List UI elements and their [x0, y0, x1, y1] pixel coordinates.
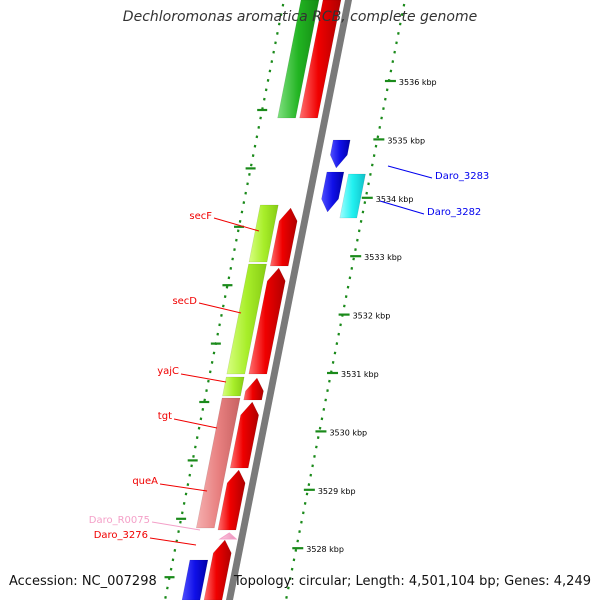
- gene-label-leader: [379, 200, 425, 215]
- ruler-label: 3534 kbp: [376, 195, 414, 204]
- gene-label: Daro_3276: [94, 530, 148, 541]
- ruler-label: 3528 kbp: [306, 545, 344, 554]
- ruler-label: 3533 kbp: [364, 253, 402, 262]
- ruler-label: 3530 kbp: [329, 428, 367, 437]
- map-title: Dechloromonas aromatica RCB, complete ge…: [122, 9, 478, 25]
- features-layer: [181, 0, 366, 600]
- gene-category-block: [222, 376, 245, 397]
- gene-label-leader: [180, 373, 227, 383]
- gene-category-block: [248, 204, 279, 263]
- gene-label-leader: [173, 418, 218, 429]
- accession-text: Accession: NC_007298: [9, 574, 157, 589]
- gene-forward-block: [243, 377, 264, 401]
- gene-label: queA: [132, 476, 158, 487]
- gene-forward-block: [203, 539, 232, 600]
- ruler-label: 3529 kbp: [318, 487, 356, 496]
- genome-summary-text: Topology: circular; Length: 4,501,104 bp…: [233, 574, 591, 589]
- gene-label-leader: [149, 537, 197, 546]
- ruler-layer: 3536 kbp 3535 kbp 3534 kbp 3533 kbp 3532 kbp…: [164, 3, 437, 599]
- backbone-line: [226, 0, 352, 600]
- gene-label: yajC: [157, 366, 179, 377]
- gene-label-leader: [198, 302, 242, 314]
- gene-label: tgt: [158, 411, 172, 422]
- gene-forward-block: [299, 0, 342, 119]
- gene-label: Daro_3283: [435, 171, 489, 182]
- gene-category-block: [277, 0, 320, 119]
- gene-forward-block: [248, 267, 286, 375]
- gene-label-leader: [159, 483, 208, 492]
- ruler-label: 3531 kbp: [341, 370, 379, 379]
- gene-label: secD: [172, 296, 197, 307]
- labels-layer: secF secD yajC tgt queA Daro_R0075 Daro_3276 Da…: [89, 165, 489, 546]
- gene-label: secF: [189, 211, 212, 222]
- gene-label-leader: [213, 217, 260, 232]
- gene-category-block: [195, 397, 241, 529]
- gene-category-block: [181, 559, 209, 600]
- gene-reverse-block: [330, 139, 351, 169]
- trna-marker: [218, 532, 238, 540]
- gene-label-leader: [151, 521, 201, 531]
- gene-category-block: [226, 263, 267, 375]
- gene-forward-block: [229, 401, 259, 469]
- ruler-label: 3536 kbp: [399, 78, 437, 87]
- ruler-label: 3535 kbp: [387, 136, 425, 145]
- gene-reverse-block: [339, 173, 366, 219]
- gene-forward-block: [269, 207, 298, 267]
- gene-reverse-block: [321, 171, 345, 213]
- ruler-label: 3532 kbp: [353, 312, 391, 321]
- gene-label-leader: [387, 165, 433, 179]
- gene-forward-block: [217, 469, 246, 531]
- gene-label: Daro_R0075: [89, 515, 150, 526]
- gene-label: Daro_3282: [427, 207, 481, 218]
